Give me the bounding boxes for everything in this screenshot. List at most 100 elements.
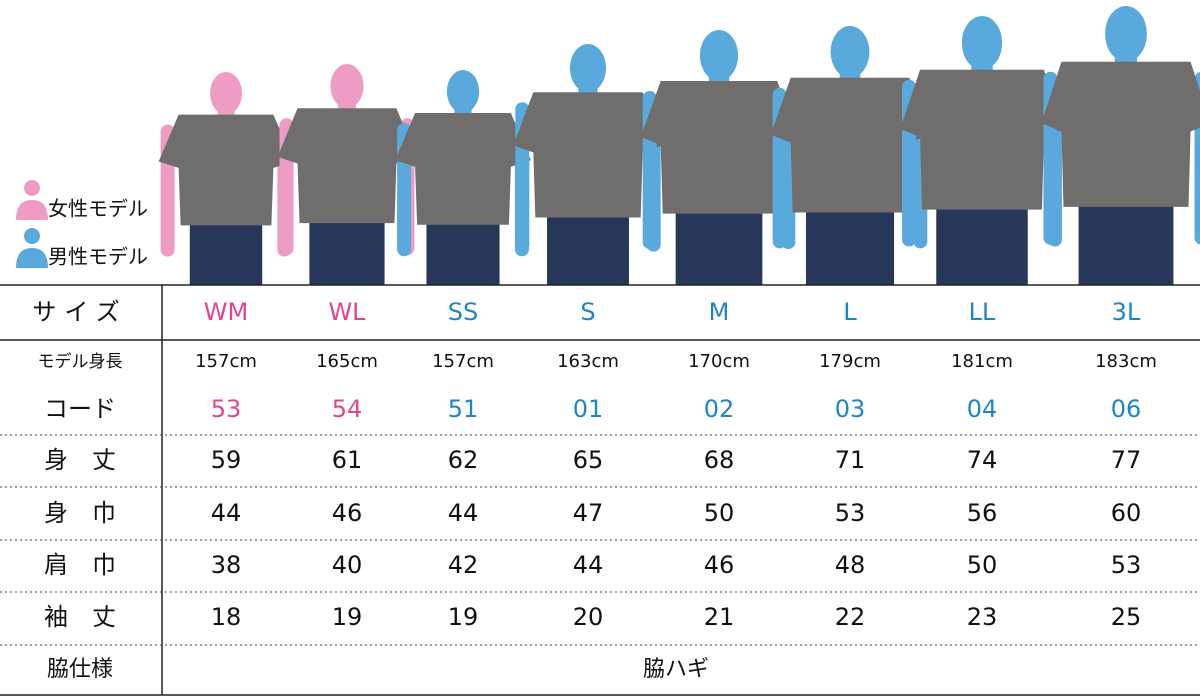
model-figure — [1041, 6, 1200, 285]
cell: 03 — [835, 395, 866, 423]
shirt — [640, 81, 798, 214]
head — [330, 64, 364, 109]
head — [699, 30, 739, 81]
size-label: WM — [204, 298, 248, 326]
jeans — [936, 199, 1028, 285]
row-label: モデル身長 — [38, 351, 123, 372]
cell: 61 — [332, 446, 363, 474]
cell: 183cm — [1095, 351, 1157, 372]
cell: 02 — [704, 395, 735, 423]
legend-icon — [16, 200, 48, 220]
legend: 女性モデル 男性モデル — [16, 180, 148, 269]
cell: 53 — [835, 499, 866, 527]
cell: 44 — [448, 499, 479, 527]
cell: 23 — [967, 603, 998, 631]
cell: 60 — [1111, 499, 1142, 527]
jeans — [675, 203, 763, 285]
cell: 19 — [332, 603, 363, 631]
jeans — [309, 213, 385, 285]
legend-icon — [16, 248, 48, 268]
head — [446, 70, 480, 113]
shirt — [158, 114, 294, 226]
cell: 46 — [332, 499, 363, 527]
size-label: M — [709, 298, 730, 326]
row-label: 袖 丈 — [44, 603, 116, 631]
cell: 53 — [1111, 551, 1142, 579]
row-label: 肩 巾 — [44, 551, 116, 579]
legend-label: 女性モデル — [48, 197, 148, 221]
cell: 19 — [448, 603, 479, 631]
cell: 50 — [967, 551, 998, 579]
cell: 04 — [967, 395, 998, 423]
jeans — [547, 207, 629, 285]
cell: 44 — [573, 551, 604, 579]
cell: 06 — [1111, 395, 1142, 423]
cell: 53 — [211, 395, 242, 423]
cell: 18 — [211, 603, 242, 631]
size-label: S — [580, 298, 595, 326]
shirt — [900, 69, 1064, 210]
cell: 157cm — [432, 351, 494, 372]
size-label: SS — [448, 298, 478, 326]
shirt — [395, 113, 531, 225]
cell: 44 — [211, 499, 242, 527]
head — [830, 26, 870, 78]
cell: 163cm — [557, 351, 619, 372]
head — [210, 72, 242, 115]
cell: 59 — [211, 446, 242, 474]
jeans — [805, 202, 895, 285]
cell: 77 — [1111, 446, 1142, 474]
cell: 48 — [835, 551, 866, 579]
cell: 40 — [332, 551, 363, 579]
legend-icon — [24, 228, 40, 244]
cell: 68 — [704, 446, 735, 474]
head — [1105, 6, 1147, 62]
size-label: WL — [328, 298, 366, 326]
cell: 74 — [967, 446, 998, 474]
cell: 01 — [573, 395, 604, 423]
cell: 47 — [573, 499, 604, 527]
model-figure — [277, 64, 417, 285]
cell: 181cm — [951, 351, 1013, 372]
cell: 25 — [1111, 603, 1142, 631]
cell: 54 — [332, 395, 363, 423]
head — [961, 16, 1003, 70]
row-label: サイズ — [32, 298, 127, 326]
shirt — [277, 108, 417, 224]
row-label: 脇仕様 — [47, 657, 113, 682]
cell: 20 — [573, 603, 604, 631]
cell: 22 — [835, 603, 866, 631]
cell: 165cm — [316, 351, 378, 372]
shirt — [513, 92, 663, 218]
cell: 179cm — [819, 351, 881, 372]
jeans — [1078, 196, 1174, 285]
cell: 170cm — [688, 351, 750, 372]
size-label: 3L — [1112, 298, 1141, 326]
cell: 50 — [704, 499, 735, 527]
jeans — [426, 214, 500, 285]
row-label: コード — [44, 395, 116, 423]
cell: 21 — [704, 603, 735, 631]
figures — [158, 6, 1200, 285]
size-label: L — [843, 298, 857, 326]
shirt — [770, 77, 930, 213]
model-figure — [395, 70, 531, 285]
cell: 脇ハギ — [643, 657, 709, 682]
cell: 56 — [967, 499, 998, 527]
legend-icon — [24, 180, 40, 196]
cell: 71 — [835, 446, 866, 474]
jeans — [189, 215, 263, 285]
head — [569, 44, 607, 93]
cell: 65 — [573, 446, 604, 474]
model-figure — [158, 72, 294, 285]
size-label: LL — [969, 298, 996, 326]
model-figure — [513, 44, 663, 285]
cell: 51 — [448, 395, 479, 423]
shirt — [1041, 61, 1200, 207]
row-label: 身 巾 — [44, 499, 116, 527]
legend-label: 男性モデル — [48, 245, 148, 269]
cell: 157cm — [195, 351, 257, 372]
row-label: 身 丈 — [44, 446, 116, 474]
